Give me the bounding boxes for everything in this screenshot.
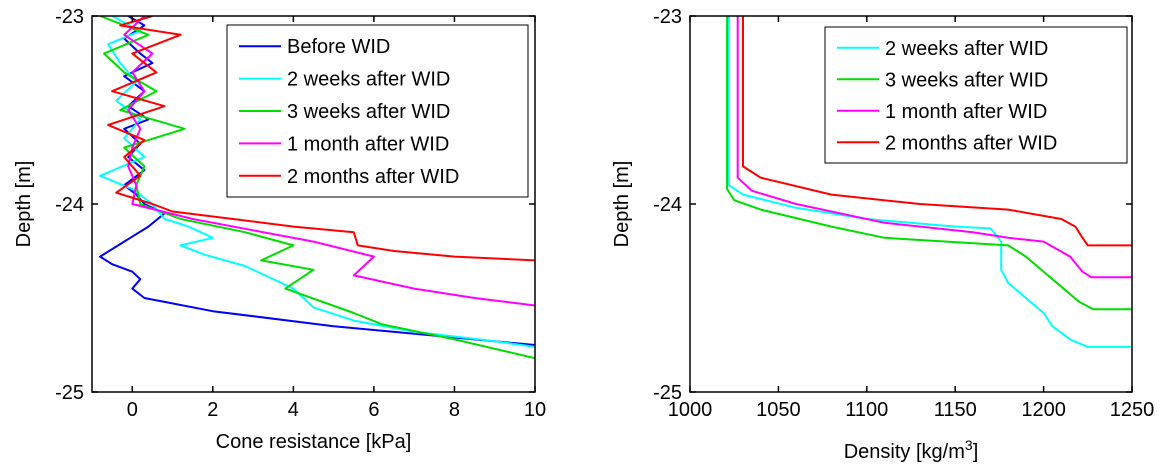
chart-panel-2: 1000 1050 1100 1150 1200 1250 -23 -24 -25 Density… <box>611 6 1154 463</box>
series-line-4 <box>742 16 1132 247</box>
x-tick-label: 4 <box>288 399 299 421</box>
x-tick-label: 1200 <box>1021 399 1066 421</box>
legend-box <box>824 26 1128 164</box>
y-tick-label: -25 <box>55 382 84 404</box>
y-tick-label: -23 <box>55 6 84 28</box>
y-tick-label: -25 <box>653 382 682 404</box>
y-tick-label: -24 <box>653 194 682 216</box>
x-tick-label: 1050 <box>756 399 801 421</box>
legend-label-3: 1 month after WID <box>885 101 1047 123</box>
legend-label-5: 2 months after WID <box>287 166 459 188</box>
legend-label-2: 2 weeks after WID <box>287 69 450 91</box>
legend-label-1: Before WID <box>287 36 390 58</box>
series-line-1 <box>727 16 1132 348</box>
series-line-2 <box>726 16 1132 311</box>
legend-label-4: 2 months after WID <box>885 132 1057 154</box>
x-tick-label: 1000 <box>668 399 713 421</box>
legend: 2 weeks after WID 3 weeks after WID 1 mont… <box>824 26 1128 164</box>
legend-label-4: 1 month after WID <box>287 133 449 155</box>
legend: Before WID 2 weeks after WID 3 weeks after… <box>226 24 529 198</box>
x-tick-label: 8 <box>449 399 460 421</box>
x-tick-label: 2 <box>207 399 218 421</box>
y-axis-title: Depth [m] <box>611 161 633 248</box>
x-axis-title-suffix: ] <box>973 441 979 463</box>
series-line-4 <box>123 16 535 307</box>
x-tick-label: 1250 <box>1110 399 1155 421</box>
chart-panel-1: 0 2 4 6 8 10 -23 -24 -25 Cone resistance [kPa] Dep… <box>13 6 546 453</box>
x-tick-label: 10 <box>524 399 546 421</box>
series-line-5 <box>107 16 535 262</box>
x-axis-title-superscript: 3 <box>965 437 973 453</box>
series-line-3 <box>736 16 1132 279</box>
x-tick-label: 1100 <box>845 399 888 421</box>
x-tick-label: 1150 <box>934 399 977 421</box>
legend-label-1: 2 weeks after WID <box>885 38 1048 60</box>
x-axis-title: Cone resistance [kPa] <box>216 431 412 453</box>
y-tick-label: -23 <box>653 6 682 28</box>
legend-label-2: 3 weeks after WID <box>885 69 1048 91</box>
x-axis-title: Density [kg/m3] <box>844 437 979 463</box>
series-group <box>99 16 535 360</box>
x-tick-label: 6 <box>368 399 379 421</box>
y-axis-title: Depth [m] <box>13 161 35 248</box>
legend-label-3: 3 weeks after WID <box>287 101 450 123</box>
series-line-3 <box>99 16 535 360</box>
y-tick-label: -24 <box>55 194 84 216</box>
x-tick-label: 0 <box>127 399 138 421</box>
series-group <box>726 16 1132 348</box>
